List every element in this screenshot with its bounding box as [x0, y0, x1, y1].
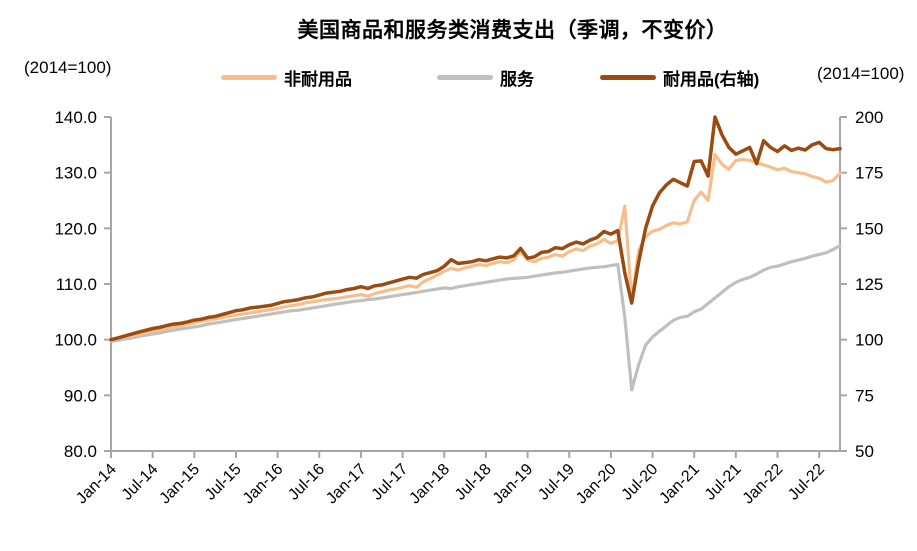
legend-item-services: 服务 — [437, 68, 534, 89]
legend-item-durables: 耐用品(右轴) — [600, 68, 759, 89]
right-tick-label: 50 — [855, 442, 874, 461]
legend-swatch-nondurables — [221, 74, 277, 80]
x-tick-label: Jul-19 — [535, 461, 578, 504]
legend-label-services: 服务 — [500, 69, 534, 89]
series-line-1 — [109, 152, 842, 342]
x-tick-label: Jan-19 — [490, 461, 537, 508]
x-tick-label: Jan-14 — [73, 461, 120, 508]
chart-title: 美国商品和服务类消费支出（季调，不变价） — [297, 19, 728, 42]
x-tick-label: Jul-18 — [452, 461, 495, 504]
x-tick-label: Jul-14 — [119, 461, 162, 504]
x-tick-label: Jul-15 — [202, 461, 245, 504]
x-tick-label: Jul-22 — [785, 461, 828, 504]
x-tick-label: Jan-16 — [240, 461, 287, 508]
series-line-2 — [109, 115, 842, 342]
left-tick-label: 140.0 — [54, 108, 97, 127]
right-tick-label: 150 — [855, 219, 883, 238]
right-tick-label: 75 — [855, 386, 874, 405]
left-tick-label: 110.0 — [56, 275, 97, 294]
left-tick-label: 130.0 — [54, 164, 97, 183]
x-tick-label: Jul-16 — [285, 461, 328, 504]
x-tick-label: Jan-22 — [740, 461, 787, 508]
x-tick-label: Jul-20 — [619, 461, 662, 504]
right-tick-label: 125 — [855, 275, 883, 294]
left-tick-label: 120.0 — [54, 219, 97, 238]
x-tick-label: Jan-18 — [406, 461, 453, 508]
right-tick-label: 100 — [855, 331, 883, 350]
x-tick-label: Jan-21 — [656, 461, 703, 508]
series-line-0 — [109, 244, 842, 392]
x-tick-label: Jan-15 — [157, 461, 204, 508]
left-tick-label: 80.0 — [64, 442, 97, 461]
x-tick-label: Jan-20 — [573, 461, 620, 508]
x-tick-label: Jul-21 — [702, 461, 745, 504]
right-tick-label: 200 — [855, 108, 883, 127]
left-tick-label: 90.0 — [64, 386, 97, 405]
legend-label-nondurables: 非耐用品 — [284, 69, 352, 89]
left-axis-unit-label: (2014=100) — [24, 58, 112, 77]
legend-swatch-durables — [600, 74, 656, 80]
right-axis-unit-label: (2014=100) — [817, 64, 905, 83]
legend-item-nondurables: 非耐用品 — [221, 68, 352, 89]
legend-label-durables: 耐用品(右轴) — [663, 69, 760, 89]
left-tick-label: 100.0 — [54, 331, 97, 350]
x-tick-label: Jul-17 — [369, 461, 412, 504]
x-tick-label: Jan-17 — [323, 461, 370, 508]
right-tick-label: 175 — [855, 164, 883, 183]
legend-swatch-services — [437, 74, 493, 80]
